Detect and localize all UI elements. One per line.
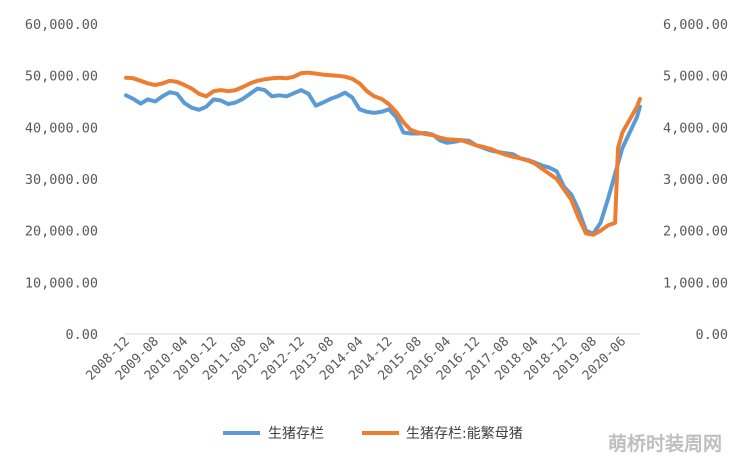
left-tick-label: 50,000.00 — [25, 69, 98, 85]
left-tick-label: 10,000.00 — [25, 275, 98, 291]
series-line-0 — [124, 86, 642, 236]
right-tick-label: 0.00 — [695, 327, 728, 343]
right-tick-label: 5,000.00 — [663, 69, 728, 85]
right-tick-label: 1,000.00 — [663, 275, 728, 291]
right-tick-label: 3,000.00 — [663, 172, 728, 188]
left-tick-label: 30,000.00 — [25, 172, 98, 188]
legend-label-breeding-sows: 生猪存栏:能繁母猪 — [406, 426, 523, 442]
x-axis-ticks: 2008-122009-082010-042010-122011-082012-… — [83, 334, 629, 383]
legend: 生猪存栏 生猪存栏:能繁母猪 — [223, 426, 523, 442]
right-tick-label: 6,000.00 — [663, 17, 728, 33]
left-tick-label: 40,000.00 — [25, 120, 98, 136]
left-tick-label: 0.00 — [65, 327, 98, 343]
left-tick-label: 60,000.00 — [25, 17, 98, 33]
left-tick-label: 20,000.00 — [25, 224, 98, 240]
series-lines — [124, 70, 642, 237]
right-tick-label: 2,000.00 — [663, 224, 728, 240]
series-line-1 — [124, 70, 642, 237]
legend-label-pig-stock: 生猪存栏 — [268, 426, 324, 442]
right-tick-label: 4,000.00 — [663, 120, 728, 136]
left-axis-ticks: 0.00 10,000.00 20,000.00 30,000.00 40,000.00… — [25, 17, 98, 343]
watermark-text: 萌桥时装周网 — [608, 432, 722, 455]
right-axis-ticks: 0.00 1,000.00 2,000.00 3,000.00 4,000.00 5,00… — [663, 17, 728, 343]
